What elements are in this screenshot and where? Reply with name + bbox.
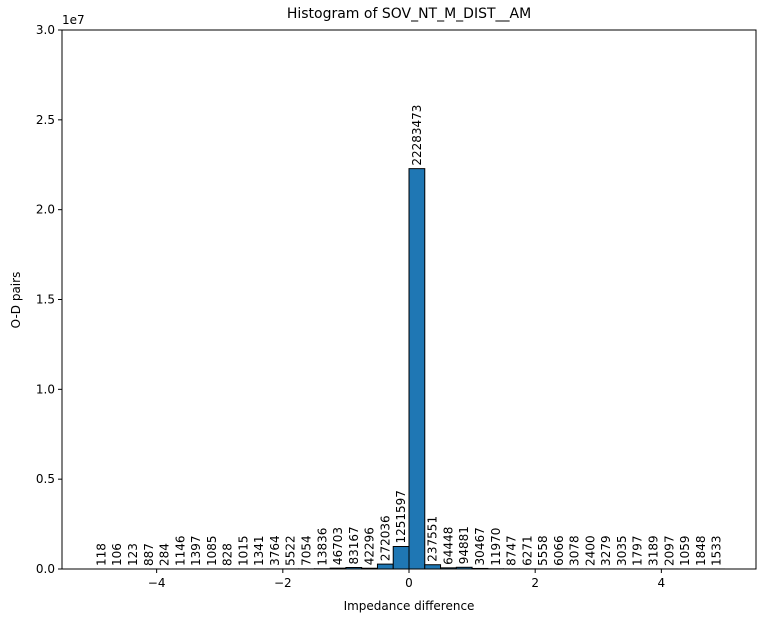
data-label: 828 bbox=[221, 543, 235, 566]
data-label: 3189 bbox=[646, 535, 660, 566]
data-label: 106 bbox=[110, 543, 124, 566]
data-label: 1146 bbox=[173, 535, 187, 566]
data-label: 123 bbox=[126, 543, 140, 566]
data-label: 237551 bbox=[426, 516, 440, 562]
y-tick-label: 3.0 bbox=[36, 23, 55, 37]
data-label: 2400 bbox=[583, 535, 597, 566]
data-label: 42296 bbox=[363, 527, 377, 565]
data-label: 1341 bbox=[252, 535, 266, 566]
data-label: 1085 bbox=[205, 535, 219, 566]
data-label: 1848 bbox=[694, 535, 708, 566]
x-tick-label: −2 bbox=[274, 576, 292, 590]
data-label: 22283473 bbox=[410, 105, 424, 166]
y-tick-label: 2.5 bbox=[36, 113, 55, 127]
data-label: 30467 bbox=[473, 527, 487, 565]
data-label: 46703 bbox=[331, 527, 345, 565]
data-label: 2097 bbox=[662, 535, 676, 566]
y-tick-label: 2.0 bbox=[36, 203, 55, 217]
data-label: 64448 bbox=[441, 527, 455, 565]
data-label: 1533 bbox=[710, 535, 724, 566]
y-offset-label: 1e7 bbox=[62, 13, 85, 27]
data-label: 6066 bbox=[552, 535, 566, 566]
data-label: 7054 bbox=[299, 535, 313, 566]
y-tick-label: 0.0 bbox=[36, 562, 55, 576]
data-label: 11970 bbox=[489, 528, 503, 566]
data-label: 5522 bbox=[284, 535, 298, 566]
data-label: 6271 bbox=[520, 535, 534, 566]
y-axis-label: O-D pairs bbox=[9, 272, 23, 329]
data-label: 1059 bbox=[678, 535, 692, 566]
data-label: 887 bbox=[142, 543, 156, 566]
x-axis-label: Impedance difference bbox=[344, 599, 475, 613]
data-label: 3764 bbox=[268, 535, 282, 566]
bar bbox=[425, 565, 441, 569]
x-tick-label: −4 bbox=[148, 576, 166, 590]
data-label: 3279 bbox=[599, 535, 613, 566]
y-tick-label: 1.5 bbox=[36, 293, 55, 307]
y-tick-label: 1.0 bbox=[36, 382, 55, 396]
data-label: 8747 bbox=[505, 535, 519, 566]
data-label: 3035 bbox=[615, 535, 629, 566]
data-label: 3078 bbox=[568, 535, 582, 566]
data-label: 5558 bbox=[536, 535, 550, 566]
x-tick-label: 0 bbox=[405, 576, 413, 590]
data-label: 83167 bbox=[347, 526, 361, 564]
data-label: 1251597 bbox=[394, 490, 408, 543]
y-tick-label: 0.5 bbox=[36, 472, 55, 486]
data-label: 13836 bbox=[315, 528, 329, 566]
data-label: 94881 bbox=[457, 526, 471, 564]
bar bbox=[409, 169, 425, 569]
chart-title: Histogram of SOV_NT_M_DIST__AM bbox=[287, 6, 531, 22]
data-label: 118 bbox=[94, 543, 108, 566]
data-label: 1797 bbox=[631, 535, 645, 566]
bar bbox=[377, 564, 393, 569]
data-label: 1397 bbox=[189, 535, 203, 566]
data-label: 272036 bbox=[378, 515, 392, 561]
x-tick-label: 4 bbox=[658, 576, 666, 590]
data-label: 1015 bbox=[236, 535, 250, 566]
data-label: 284 bbox=[158, 543, 172, 566]
bar bbox=[393, 547, 409, 569]
x-tick-label: 2 bbox=[531, 576, 539, 590]
